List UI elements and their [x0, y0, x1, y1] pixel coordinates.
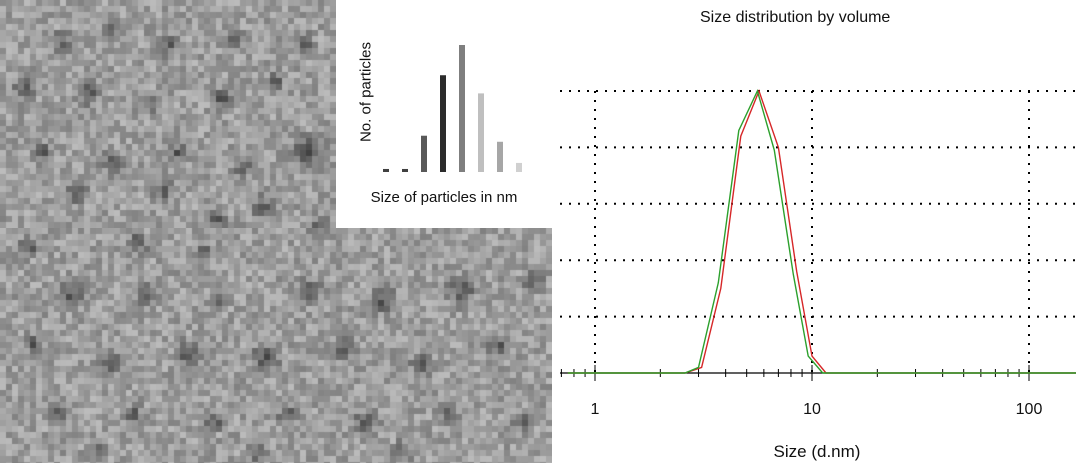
- histogram-inset: Size of particles in nm: [336, 0, 552, 228]
- histogram-bar: [421, 135, 427, 172]
- histogram-xlabel: Size of particles in nm: [370, 189, 518, 206]
- histogram-bar: [440, 75, 446, 172]
- x-tick-label: 1: [591, 401, 600, 418]
- histogram-ylabel: No. of particles: [357, 41, 375, 143]
- x-axis-title: Size (d.nm): [774, 442, 861, 461]
- histogram-plot: [383, 45, 522, 172]
- dls-chart: 1 10 100 Size (d.nm): [560, 88, 1076, 461]
- histogram-bar: [497, 141, 503, 172]
- series-line-red: [567, 88, 1076, 374]
- series-line-green: [567, 89, 1076, 374]
- histogram-bar: [516, 162, 522, 172]
- histogram-bar: [402, 168, 408, 172]
- x-tick-label: 10: [803, 401, 821, 418]
- histogram-bar: [478, 93, 484, 172]
- histogram-bar: [459, 45, 465, 172]
- histogram-bar: [383, 168, 389, 172]
- chart-title: Size distribution by volume: [700, 9, 891, 26]
- x-tick-label: 100: [1016, 401, 1043, 418]
